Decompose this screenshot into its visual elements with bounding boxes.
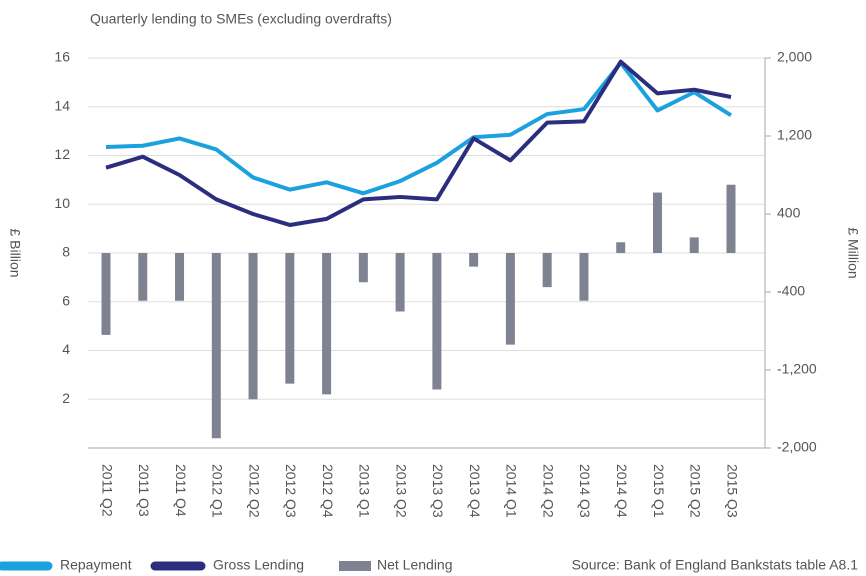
bar [175, 253, 185, 301]
x-tick-label: 2014 Q4 [614, 464, 630, 518]
x-tick-label: 2015 Q2 [688, 464, 704, 518]
y-tick-label: 2 [62, 390, 70, 406]
y-tick-label: 10 [54, 195, 70, 211]
legend-swatch [339, 561, 371, 571]
source-note: Source: Bank of England Bankstats table … [572, 557, 859, 573]
bar [726, 184, 736, 253]
bar [542, 253, 552, 288]
line [105, 59, 732, 227]
bar [138, 253, 148, 301]
legend-label: Repayment [60, 557, 132, 573]
bar [469, 253, 479, 267]
y-tick-label: 4 [62, 341, 70, 357]
y2-tick-label: 1,200 [777, 127, 812, 143]
bar [358, 253, 368, 283]
y2-tick-label: -400 [777, 283, 805, 299]
x-tick-label: 2011 Q2 [99, 464, 115, 517]
bar [101, 253, 111, 335]
y-tick-label: 8 [62, 244, 70, 260]
bar [285, 253, 295, 384]
bar [579, 253, 589, 301]
x-tick-label: 2013 Q3 [430, 464, 446, 518]
y2-axis-label: £ Million [845, 227, 861, 278]
bar [395, 253, 405, 312]
x-tick-label: 2013 Q4 [467, 464, 483, 518]
bar [322, 253, 332, 395]
x-tick-label: 2011 Q4 [173, 464, 189, 517]
legend-label: Gross Lending [213, 557, 304, 573]
x-tick-label: 2015 Q1 [651, 464, 667, 518]
x-tick-label: 2014 Q2 [540, 464, 556, 518]
x-tick-label: 2012 Q4 [320, 464, 336, 518]
x-tick-label: 2015 Q3 [724, 464, 740, 518]
y-tick-label: 12 [54, 146, 70, 162]
y-tick-label: 6 [62, 292, 70, 308]
chart-title: Quarterly lending to SMEs (excluding ove… [90, 11, 392, 27]
x-tick-label: 2012 Q3 [283, 464, 299, 518]
bar [652, 192, 662, 253]
y-tick-label: 16 [54, 49, 70, 65]
bar [211, 253, 221, 439]
x-tick-label: 2013 Q2 [393, 464, 409, 518]
x-tick-label: 2011 Q3 [136, 464, 152, 517]
bar [432, 253, 442, 390]
legend-label: Net Lending [377, 557, 453, 573]
x-tick-label: 2012 Q1 [210, 464, 226, 518]
bar [689, 237, 699, 253]
bar [505, 253, 515, 345]
x-tick-label: 2012 Q2 [246, 464, 262, 518]
y-axis-label: £ Billion [7, 228, 23, 277]
y2-tick-label: 400 [777, 205, 801, 221]
y2-tick-label: 2,000 [777, 49, 812, 65]
x-tick-label: 2014 Q3 [577, 464, 593, 518]
y-tick-label: 14 [54, 97, 70, 113]
x-tick-label: 2014 Q1 [504, 464, 520, 518]
y2-tick-label: -2,000 [777, 439, 817, 455]
bar [248, 253, 258, 400]
y2-tick-label: -1,200 [777, 361, 817, 377]
line [105, 60, 733, 196]
x-tick-label: 2013 Q1 [357, 464, 373, 518]
bar [616, 242, 626, 253]
